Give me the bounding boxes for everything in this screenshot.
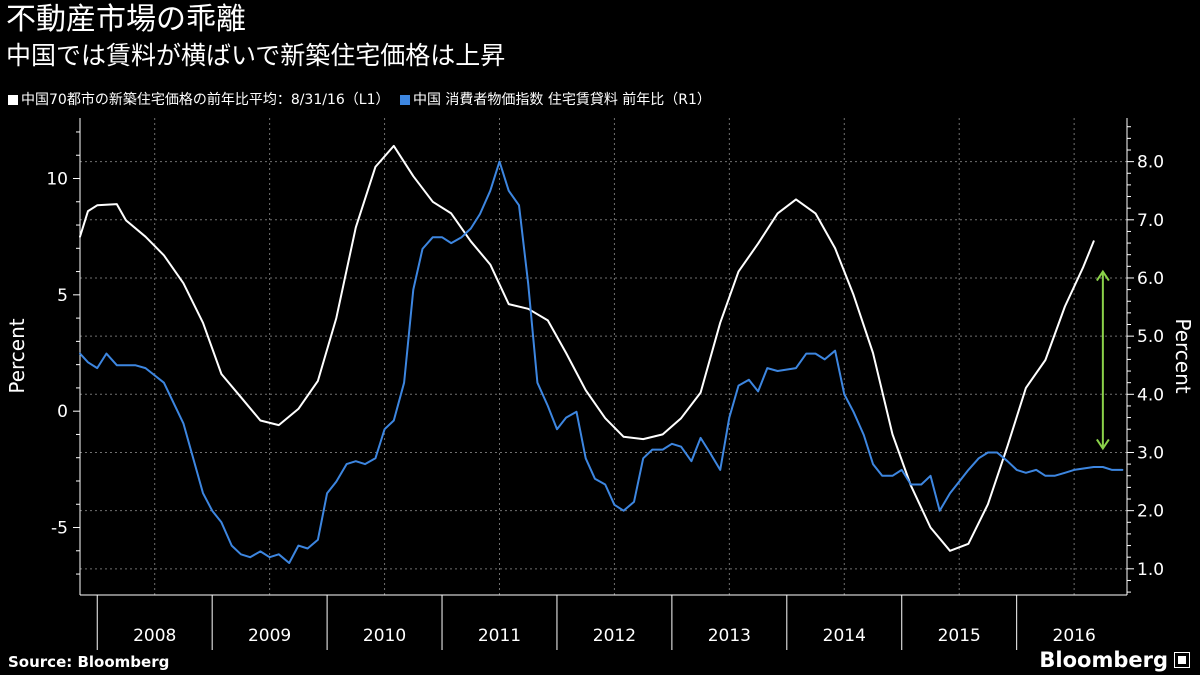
label-layer: 10 5 0 -5 8.0 7.0 6.0 5.0 4.0 3.0 2.0 1.0 2008 2009 20…: [5, 153, 1195, 646]
x-tick-label: 2009: [248, 626, 291, 646]
grid-layer: [80, 118, 1127, 595]
chart-title: 不動産市場の乖離: [6, 2, 246, 37]
legend-swatch-blue: [399, 95, 410, 105]
x-tick-label: 2014: [823, 626, 866, 646]
left-tick-label: 5: [57, 286, 68, 306]
logo-text: Bloomberg: [1039, 648, 1168, 672]
left-tick-label: 0: [57, 402, 68, 422]
right-axis-title: Percent: [1171, 318, 1195, 393]
x-tick-label: 2016: [1053, 626, 1096, 646]
legend-item-rent-cpi: 中国 消費者物価指数 住宅賃貸料 前年比（R1）: [399, 90, 711, 110]
left-axis-title: Percent: [5, 318, 29, 393]
divergence-arrow-up-head: [1096, 269, 1110, 282]
legend-label-new-home-prices: 中国70都市の新築住宅価格の前年比平均：8/31/16（L1）: [21, 92, 390, 108]
x-tick-label: 2013: [708, 626, 751, 646]
x-tick-label: 2012: [593, 626, 636, 646]
right-tick-label: 6.0: [1137, 269, 1164, 289]
legend-label-rent-cpi: 中国 消費者物価指数 住宅賃貸料 前年比（R1）: [412, 92, 711, 108]
divergence-arrow-down-head: [1096, 438, 1110, 451]
right-tick-label: 4.0: [1137, 385, 1164, 405]
chart-subtitle: 中国では賃料が横ばいで新築住宅価格は上昇: [6, 41, 506, 70]
x-tick-label: 2010: [363, 626, 406, 646]
left-tick-label: 10: [46, 169, 68, 189]
x-tick-label: 2011: [478, 626, 521, 646]
right-tick-label: 1.0: [1137, 560, 1164, 580]
right-tick-label: 7.0: [1137, 211, 1164, 231]
x-tick-label: 2015: [938, 626, 981, 646]
left-tick-label: -5: [51, 519, 68, 539]
series-line-rent-cpi: [79, 160, 1124, 564]
logo-mark-icon: [1174, 652, 1190, 668]
legend-item-new-home-prices: 中国70都市の新築住宅価格の前年比平均：8/31/16（L1）: [8, 90, 390, 110]
series-layer: [79, 144, 1124, 564]
legend-swatch-white: [8, 95, 18, 105]
bloomberg-logo: Bloomberg: [1039, 648, 1190, 672]
right-tick-label: 5.0: [1137, 327, 1164, 347]
right-tick-label: 8.0: [1137, 153, 1164, 173]
legend: 中国70都市の新築住宅価格の前年比平均：8/31/16（L1） 中国 消費者物価…: [8, 90, 717, 110]
source-note: Source: Bloomberg: [8, 653, 170, 671]
right-tick-label: 3.0: [1137, 443, 1164, 463]
x-tick-label: 2008: [133, 626, 176, 646]
right-tick-label: 2.0: [1137, 502, 1164, 522]
axis-layer: [73, 118, 1134, 650]
annotation-layer: [1096, 269, 1110, 451]
series-line-new-home-prices: [79, 144, 1095, 552]
